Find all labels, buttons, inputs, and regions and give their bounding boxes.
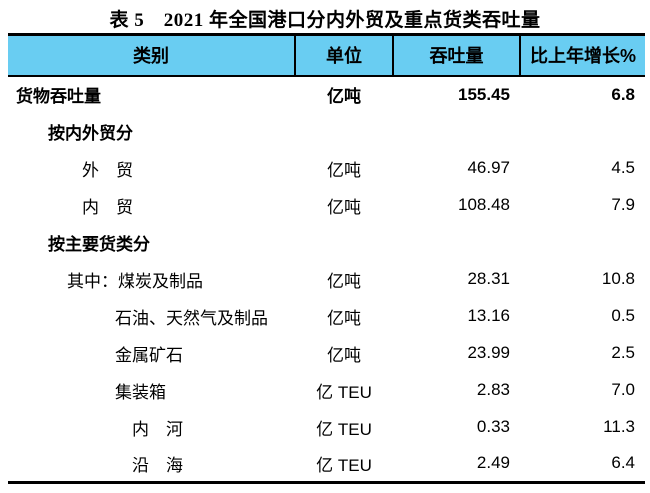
row-label: 内 贸 <box>82 197 133 217</box>
row-throughput: 46.97 <box>467 158 510 177</box>
row-label: 外 贸 <box>82 160 133 180</box>
table-row: 按内外贸分 <box>8 113 645 150</box>
table-row: 内 贸 亿吨 108.48 7.9 <box>8 187 645 224</box>
row-label: 金属矿石 <box>115 345 183 365</box>
row-unit: 亿 TEU <box>316 419 372 439</box>
header-row: 类别 单位 吞吐量 比上年增长% <box>8 34 645 77</box>
row-growth <box>520 224 645 261</box>
table-row: 石油、天然气及制品 亿吨 13.16 0.5 <box>8 298 645 335</box>
row-label: 货物吞吐量 <box>16 87 101 106</box>
row-label: 石油、天然气及制品 <box>115 308 268 328</box>
row-throughput: 155.45 <box>458 84 510 104</box>
row-throughput: 2.83 <box>476 380 510 399</box>
row-throughput: 0.33 <box>476 417 510 436</box>
table-row: 外 贸 亿吨 46.97 4.5 <box>8 150 645 187</box>
row-unit: 亿 TEU <box>316 382 372 402</box>
row-throughput: 108.48 <box>458 195 510 214</box>
table-row: 集装箱 亿 TEU 2.83 7.0 <box>8 372 645 409</box>
table-row: 按主要货类分 <box>8 224 645 261</box>
row-growth: 7.0 <box>611 380 635 399</box>
row-unit: 亿 TEU <box>316 455 372 475</box>
table-row: 其中：煤炭及制品 亿吨 28.31 10.8 <box>8 261 645 298</box>
table-body: 货物吞吐量 亿吨 155.45 6.8 按内外贸分外 贸亿吨 46.97 4.5 内 贸亿吨 1… <box>8 76 645 483</box>
table-row: 沿 海 亿 TEU 2.49 6.4 <box>8 446 645 483</box>
row-unit: 亿吨 <box>327 197 361 217</box>
row-unit <box>295 113 393 150</box>
row-growth: 0.5 <box>611 306 635 325</box>
row-throughput <box>393 113 520 150</box>
row-label: 集装箱 <box>115 382 166 402</box>
header-category: 类别 <box>8 34 295 77</box>
row-growth: 6.4 <box>611 453 635 473</box>
row-throughput: 2.49 <box>476 453 510 473</box>
row-growth <box>520 113 645 150</box>
row-unit: 亿吨 <box>327 308 361 328</box>
row-unit <box>295 224 393 261</box>
row-throughput: 13.16 <box>467 306 510 325</box>
row-throughput: 28.31 <box>467 269 510 288</box>
header-growth: 比上年增长% <box>519 34 645 77</box>
table-header: 类别 单位 吞吐量 比上年增长% <box>8 34 645 77</box>
row-growth: 4.5 <box>611 158 635 177</box>
header-throughput: 吞吐量 <box>392 34 520 77</box>
header-unit: 单位 <box>294 34 393 77</box>
row-unit: 亿吨 <box>327 345 361 365</box>
row-unit: 亿吨 <box>327 271 361 291</box>
row-label: 沿 海 <box>132 455 183 475</box>
table-title: 表 5 2021 年全国港口分内外贸及重点货类吞吐量 <box>109 10 541 31</box>
row-growth: 6.8 <box>611 84 635 104</box>
row-label: 按主要货类分 <box>48 234 150 254</box>
table-row: 货物吞吐量 亿吨 155.45 6.8 <box>8 76 645 113</box>
row-throughput: 23.99 <box>467 343 510 362</box>
row-label: 按内外贸分 <box>48 123 133 143</box>
table-row: 金属矿石 亿吨 23.99 2.5 <box>8 335 645 372</box>
row-growth: 7.9 <box>611 195 635 214</box>
row-growth: 11.3 <box>603 417 635 436</box>
port-throughput-table: 类别 单位 吞吐量 比上年增长% 货物吞吐量 亿吨 155.45 6.8 按内外贸分外 … <box>8 33 645 484</box>
row-unit: 亿吨 <box>327 87 361 106</box>
row-growth: 10.8 <box>601 269 635 288</box>
row-throughput <box>393 224 520 261</box>
row-growth: 2.5 <box>611 343 635 362</box>
table-row: 内 河 亿 TEU 0.33 11.3 <box>8 409 645 446</box>
row-label: 内 河 <box>132 419 183 439</box>
row-label: 其中：煤炭及制品 <box>67 271 203 291</box>
row-unit: 亿吨 <box>327 160 361 180</box>
